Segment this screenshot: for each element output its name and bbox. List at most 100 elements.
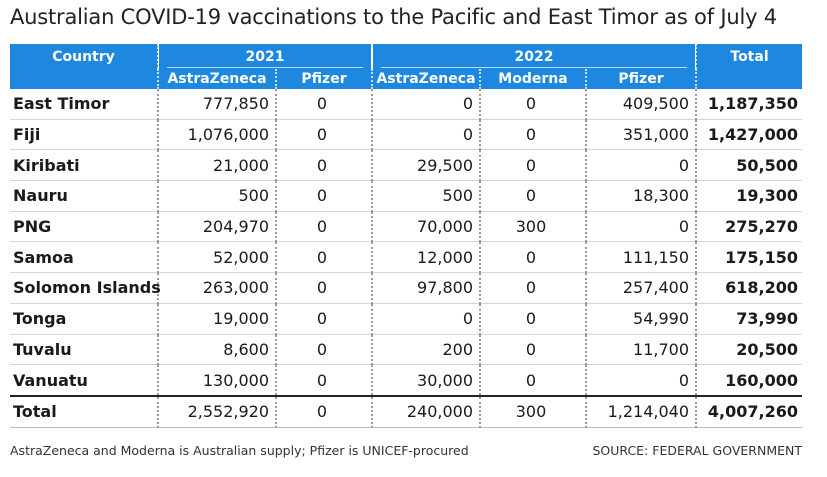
- header-astrazeneca-2021: AstraZeneca: [157, 69, 276, 89]
- cell-pfizer-2022: 18,300: [585, 180, 696, 212]
- cell-total: 19,300: [695, 180, 802, 212]
- table-body: East Timor 777,850 0 0 0 409,500 1,187,350 Fiji…: [10, 89, 802, 397]
- vaccination-table-container: Country 2021 2022 Total AstraZeneca Pfiz…: [10, 44, 802, 428]
- cell-astrazeneca-2021: 21,000: [157, 149, 276, 182]
- cell-total: 20,500: [695, 334, 802, 366]
- cell-astrazeneca-2021: 130,000: [157, 364, 276, 397]
- total-moderna-2022: 300: [479, 394, 586, 428]
- cell-astrazeneca-2021: 52,000: [157, 241, 276, 274]
- table-header: Country 2021 2022 Total AstraZeneca Pfiz…: [10, 44, 802, 89]
- cell-moderna-2022: 0: [479, 303, 586, 335]
- cell-moderna-2022: 0: [479, 241, 586, 274]
- cell-moderna-2022: 300: [479, 211, 586, 243]
- table-row: Tuvalu 8,600 0 200 0 11,700 20,500: [10, 334, 802, 366]
- cell-astrazeneca-2021: 500: [157, 180, 276, 212]
- table-row: Solomon Islands 263,000 0 97,800 0 257,400 618…: [10, 272, 802, 304]
- header-pfizer-2021: Pfizer: [275, 69, 372, 89]
- cell-moderna-2022: 0: [479, 119, 586, 151]
- cell-pfizer-2022: 111,150: [585, 241, 696, 274]
- header-year-2022-label: 2022: [514, 48, 554, 65]
- cell-pfizer-2021: 0: [275, 211, 372, 243]
- cell-country: Solomon Islands: [10, 272, 161, 304]
- cell-astrazeneca-2022: 0: [371, 303, 480, 335]
- cell-pfizer-2022: 54,990: [585, 303, 696, 335]
- cell-moderna-2022: 0: [479, 334, 586, 366]
- cell-pfizer-2021: 0: [275, 364, 372, 397]
- cell-astrazeneca-2022: 12,000: [371, 241, 480, 274]
- cell-astrazeneca-2022: 200: [371, 334, 480, 366]
- cell-total: 160,000: [695, 364, 802, 397]
- cell-country: Kiribati: [10, 149, 158, 182]
- cell-country: East Timor: [10, 89, 158, 120]
- cell-astrazeneca-2021: 777,850: [157, 89, 276, 120]
- cell-country: Nauru: [10, 180, 158, 212]
- cell-astrazeneca-2021: 1,076,000: [157, 119, 276, 151]
- total-grand-total: 4,007,260: [695, 394, 802, 428]
- cell-pfizer-2021: 0: [275, 180, 372, 212]
- cell-astrazeneca-2021: 263,000: [157, 272, 276, 304]
- footnote: AstraZeneca and Moderna is Australian su…: [10, 443, 469, 458]
- table-row: Nauru 500 0 500 0 18,300 19,300: [10, 180, 802, 212]
- cell-moderna-2022: 0: [479, 364, 586, 397]
- cell-pfizer-2022: 351,000: [585, 119, 696, 151]
- total-row: Total 2,552,920 0 240,000 300 1,214,040 …: [10, 394, 802, 428]
- cell-moderna-2022: 0: [479, 272, 586, 304]
- cell-astrazeneca-2022: 97,800: [371, 272, 480, 304]
- cell-astrazeneca-2022: 0: [371, 89, 480, 120]
- cell-pfizer-2022: 0: [585, 211, 696, 243]
- cell-pfizer-2021: 0: [275, 241, 372, 274]
- cell-country: Tonga: [10, 303, 158, 335]
- cell-country: Samoa: [10, 241, 158, 274]
- cell-astrazeneca-2021: 19,000: [157, 303, 276, 335]
- cell-total: 275,270: [695, 211, 802, 243]
- cell-pfizer-2022: 11,700: [585, 334, 696, 366]
- header-year-2021: 2021: [157, 44, 372, 69]
- cell-total: 618,200: [695, 272, 802, 304]
- cell-astrazeneca-2022: 29,500: [371, 149, 480, 182]
- cell-total: 50,500: [695, 149, 802, 182]
- table-row: Kiribati 21,000 0 29,500 0 0 50,500: [10, 149, 802, 182]
- vaccination-table: Country 2021 2022 Total AstraZeneca Pfiz…: [10, 44, 802, 428]
- chart-title: Australian COVID-19 vaccinations to the …: [10, 5, 777, 29]
- cell-pfizer-2022: 257,400: [585, 272, 696, 304]
- cell-total: 175,150: [695, 241, 802, 274]
- header-moderna-2022: Moderna: [479, 69, 586, 89]
- table-row: Tonga 19,000 0 0 0 54,990 73,990: [10, 303, 802, 335]
- table-row: PNG 204,970 0 70,000 300 0 275,270: [10, 211, 802, 243]
- cell-country: PNG: [10, 211, 158, 243]
- cell-pfizer-2021: 0: [275, 272, 372, 304]
- cell-pfizer-2021: 0: [275, 89, 372, 120]
- total-pfizer-2022: 1,214,040: [585, 394, 696, 428]
- cell-total: 1,187,350: [695, 89, 802, 120]
- cell-pfizer-2022: 409,500: [585, 89, 696, 120]
- total-astrazeneca-2021: 2,552,920: [157, 394, 276, 428]
- cell-pfizer-2021: 0: [275, 303, 372, 335]
- header-year-2021-label: 2021: [245, 48, 285, 65]
- table-row: East Timor 777,850 0 0 0 409,500 1,187,350: [10, 89, 802, 120]
- cell-moderna-2022: 0: [479, 149, 586, 182]
- cell-astrazeneca-2021: 204,970: [157, 211, 276, 243]
- cell-country: Vanuatu: [10, 364, 158, 397]
- table-row: Vanuatu 130,000 0 30,000 0 0 160,000: [10, 364, 802, 397]
- cell-astrazeneca-2022: 500: [371, 180, 480, 212]
- header-total: Total: [695, 44, 802, 89]
- cell-astrazeneca-2022: 70,000: [371, 211, 480, 243]
- cell-astrazeneca-2021: 8,600: [157, 334, 276, 366]
- cell-total: 1,427,000: [695, 119, 802, 151]
- table-footer: Total 2,552,920 0 240,000 300 1,214,040 …: [10, 394, 802, 428]
- cell-total: 73,990: [695, 303, 802, 335]
- total-pfizer-2021: 0: [275, 394, 372, 428]
- total-astrazeneca-2022: 240,000: [371, 394, 480, 428]
- header-country: Country: [10, 44, 158, 89]
- cell-pfizer-2022: 0: [585, 149, 696, 182]
- cell-country: Tuvalu: [10, 334, 158, 366]
- cell-moderna-2022: 0: [479, 89, 586, 120]
- cell-pfizer-2021: 0: [275, 119, 372, 151]
- cell-pfizer-2021: 0: [275, 334, 372, 366]
- cell-astrazeneca-2022: 0: [371, 119, 480, 151]
- cell-astrazeneca-2022: 30,000: [371, 364, 480, 397]
- cell-pfizer-2022: 0: [585, 364, 696, 397]
- header-pfizer-2022: Pfizer: [585, 69, 696, 89]
- table-row: Fiji 1,076,000 0 0 0 351,000 1,427,000: [10, 119, 802, 151]
- table-row: Samoa 52,000 0 12,000 0 111,150 175,150: [10, 241, 802, 274]
